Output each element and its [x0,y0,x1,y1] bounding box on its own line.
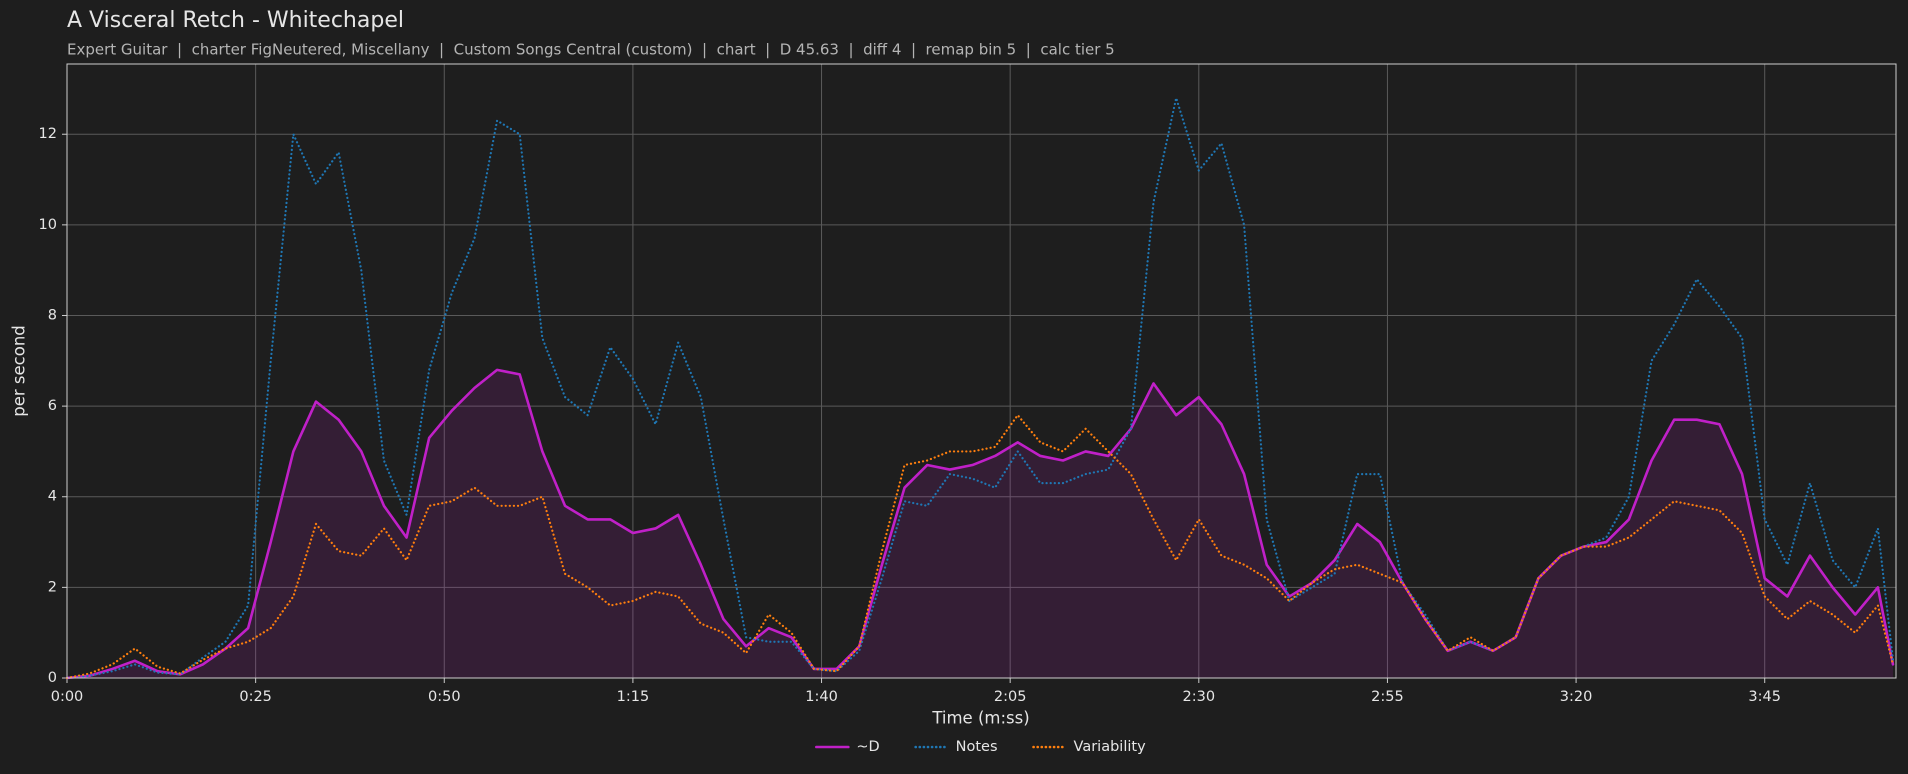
series-line [65,96,1895,680]
y-tick-label: 4 [48,489,57,505]
x-tick-label: 1:40 [805,689,838,705]
x-tick-label: 2:05 [994,689,1027,705]
x-tick-label: 2:30 [1183,689,1216,705]
y-tick-label: 12 [39,126,57,142]
y-tick-label: 8 [48,307,57,323]
series-line [65,368,1895,680]
y-tick-label: 10 [39,217,57,233]
x-axis-label: Time (m:ss) [931,709,1029,728]
y-axis-label: per second [10,325,29,417]
plot-frame [66,63,1897,679]
x-tick-label: 3:45 [1748,689,1781,705]
y-tick-label: 2 [48,579,57,595]
legend-label: Variability [1074,739,1147,755]
x-tick-label: 0:50 [428,689,461,705]
x-tick-label: 1:15 [617,689,650,705]
legend: ~D Notes Variability [815,739,1147,755]
x-tick-label: 3:20 [1560,689,1593,705]
legend-label: Notes [956,739,998,755]
chart-title: A Visceral Retch - Whitechapel [67,8,404,33]
y-tick-label: 0 [48,670,57,686]
y-tick-label: 6 [48,398,57,414]
x-tick-label: 0:00 [51,689,84,705]
area-fill [67,369,1893,678]
chart-subtitle: Expert Guitar | charter FigNeutered, Mis… [67,41,1115,59]
x-tick-label: 2:55 [1371,689,1404,705]
x-tick-label: 0:25 [239,689,272,705]
legend-label: ~D [856,739,879,755]
